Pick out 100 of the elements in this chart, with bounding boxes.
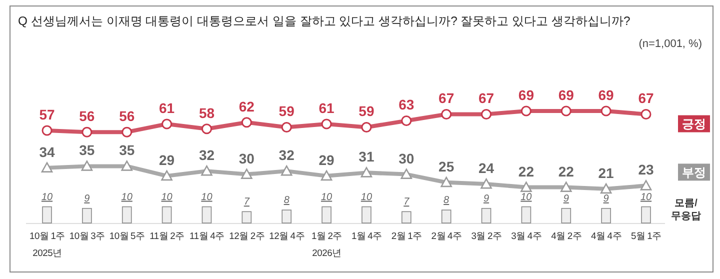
x-tick-label: 4월 2주 bbox=[551, 230, 582, 241]
data-label: 10 bbox=[41, 192, 53, 203]
point bbox=[82, 126, 92, 138]
data-label: 61 bbox=[318, 100, 335, 116]
point bbox=[201, 165, 212, 176]
data-label: 10 bbox=[161, 192, 173, 203]
data-label: 25 bbox=[438, 158, 454, 174]
point bbox=[360, 167, 372, 178]
data-label: 10 bbox=[360, 192, 372, 203]
data-label: 69 bbox=[598, 87, 614, 103]
data-label: 24 bbox=[478, 160, 494, 176]
data-label: 10 bbox=[520, 192, 532, 203]
x-tick-label: 5월 1주 bbox=[630, 230, 662, 241]
point bbox=[81, 160, 93, 171]
point bbox=[42, 125, 52, 136]
text: 긍정 bbox=[682, 117, 706, 132]
data-label: 10 bbox=[121, 192, 133, 203]
data-label: 67 bbox=[478, 90, 494, 106]
x-tick-label: 11월 4주 bbox=[190, 230, 224, 241]
x-tick-label: 1월 2주 2026년 bbox=[312, 230, 342, 258]
data-label: 67 bbox=[638, 90, 654, 106]
data-label: 29 bbox=[159, 152, 175, 168]
data-label: 9 bbox=[603, 193, 610, 204]
point bbox=[600, 106, 612, 116]
x-tick-label: 4월 4주 bbox=[591, 230, 622, 241]
data-label: 9 bbox=[483, 193, 490, 204]
point bbox=[280, 165, 292, 176]
data-label: 10 bbox=[320, 192, 333, 203]
data-label: 62 bbox=[238, 98, 255, 114]
x-tick-label: 10월 5주 bbox=[109, 230, 145, 241]
point bbox=[281, 122, 292, 132]
x-tick-label: 2월 1주 bbox=[391, 230, 422, 241]
x-tick-label: 11월 2주 bbox=[150, 230, 184, 241]
point bbox=[520, 106, 532, 116]
data-label: 7 bbox=[244, 196, 250, 208]
data-label: 35 bbox=[119, 142, 135, 158]
data-label: 23 bbox=[638, 162, 654, 178]
data-label: 10 bbox=[640, 192, 652, 203]
data-label: 59 bbox=[358, 103, 374, 120]
data-label: 31 bbox=[358, 148, 374, 165]
data-label: 8 bbox=[284, 195, 290, 206]
data-label: 21 bbox=[598, 164, 614, 181]
data-label: 58 bbox=[198, 104, 215, 121]
point bbox=[321, 118, 332, 130]
point bbox=[241, 168, 252, 179]
point bbox=[162, 118, 172, 130]
point bbox=[440, 176, 452, 188]
data-label: 29 bbox=[318, 152, 335, 168]
data-label: 30 bbox=[398, 150, 414, 166]
point bbox=[41, 162, 53, 172]
x-tick-label: 10월 3주 bbox=[69, 230, 105, 241]
data-label: 7 bbox=[404, 196, 410, 208]
data-label: 32 bbox=[198, 147, 215, 164]
data-label: 59 bbox=[278, 103, 295, 120]
x-tick-label: 2월 4주 bbox=[431, 230, 462, 241]
point bbox=[441, 108, 452, 120]
point bbox=[560, 106, 572, 116]
data-label: 9 bbox=[563, 193, 570, 204]
point bbox=[122, 126, 132, 138]
data-label: 56 bbox=[79, 108, 95, 124]
point bbox=[161, 170, 172, 181]
point bbox=[520, 182, 532, 192]
data-label: 35 bbox=[79, 142, 95, 158]
data-label: 61 bbox=[159, 100, 175, 116]
data-label: 32 bbox=[278, 147, 295, 164]
x-tick-label: 12월 2주 bbox=[229, 230, 264, 241]
point bbox=[241, 117, 252, 128]
x-tick-label: 10월 1주 2025년 bbox=[29, 230, 65, 258]
point bbox=[640, 180, 652, 190]
point bbox=[400, 168, 412, 179]
point bbox=[361, 122, 372, 132]
x-tick-label: 3월 4주 bbox=[511, 230, 542, 241]
point bbox=[640, 108, 652, 120]
data-label: 8 bbox=[444, 195, 450, 206]
data-label: 56 bbox=[119, 108, 135, 124]
data-label: 30 bbox=[238, 150, 255, 166]
data-label: 9 bbox=[84, 193, 90, 204]
point bbox=[481, 108, 492, 120]
point bbox=[401, 115, 412, 126]
text: 부정 bbox=[682, 166, 706, 180]
data-label: 67 bbox=[438, 90, 454, 106]
data-label: 34 bbox=[39, 144, 55, 160]
point bbox=[121, 160, 133, 171]
data-label: 10 bbox=[201, 192, 213, 203]
chart-subtitle: (n=1,001, %) bbox=[638, 38, 702, 50]
data-label: 63 bbox=[398, 96, 414, 113]
data-label: 69 bbox=[558, 87, 574, 103]
x-tick-label: 1월 4주 bbox=[351, 230, 382, 241]
data-label: 57 bbox=[39, 106, 55, 122]
point bbox=[480, 178, 492, 189]
point bbox=[320, 170, 332, 181]
data-label: 22 bbox=[518, 163, 534, 180]
x-tick-label: 12월 4주 bbox=[269, 230, 304, 241]
text: 모름/무응답 bbox=[671, 198, 701, 222]
point bbox=[560, 182, 572, 192]
data-label: 69 bbox=[518, 87, 534, 103]
point bbox=[600, 183, 612, 194]
x-tick-label: 3월 2주 bbox=[471, 230, 502, 241]
chart-title: Q 선생님께서는 이재명 대통령이 대통령으로서 일을 잘하고 있다고 생각하십니까? 잘못하고 있다고 생각하십니까? bbox=[18, 14, 631, 28]
data-label: 22 bbox=[558, 163, 574, 180]
